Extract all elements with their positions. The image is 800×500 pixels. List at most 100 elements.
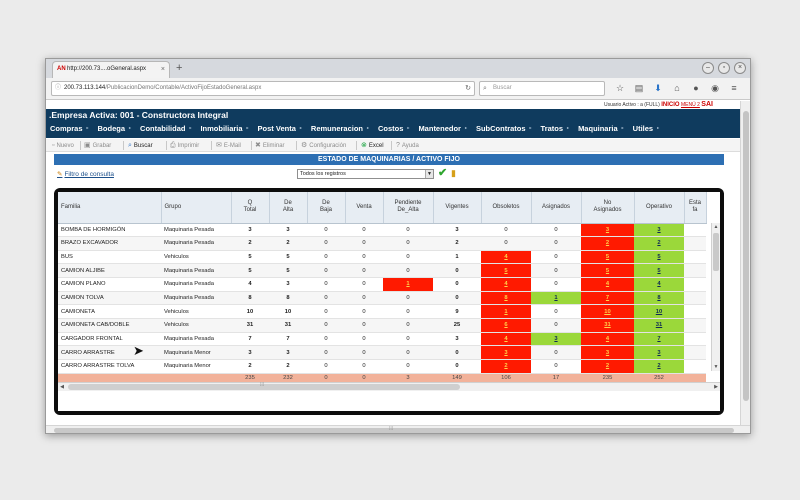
cell-link[interactable]: 3 <box>504 349 508 356</box>
home-icon[interactable]: ⌂ <box>674 83 680 93</box>
cell-link[interactable]: 3 <box>605 349 610 356</box>
table-cell[interactable]: 2 <box>581 236 634 251</box>
table-row[interactable]: BUS Vehiculos 5 5 0 0 0 1 4 0 5 5 <box>58 250 706 265</box>
column-header[interactable]: No Asignados <box>581 192 635 224</box>
table-cell[interactable]: 10 <box>581 304 634 319</box>
column-header[interactable]: Venta <box>345 192 384 224</box>
table-cell[interactable]: 7 <box>581 291 634 306</box>
cell-link[interactable]: 2 <box>504 363 508 370</box>
menu-inmobiliaria[interactable]: Inmobiliaria <box>200 124 248 133</box>
site-info-icon[interactable]: ⓘ <box>55 85 62 91</box>
table-row[interactable]: BRAZO EXCAVADOR Maquinaria Pesada 2 2 0 0 0 2 0 0… <box>58 236 706 251</box>
table-cell[interactable]: 4 <box>481 250 531 265</box>
nuevo-button[interactable]: ▫ Nuevo <box>52 139 74 152</box>
menu-mantenedor[interactable]: Mantenedor <box>418 124 466 133</box>
scroll-thumb[interactable] <box>68 384 460 390</box>
page-vertical-scrollbar[interactable] <box>740 101 750 425</box>
cell-link[interactable]: 2 <box>605 363 610 370</box>
column-header[interactable]: Operativo <box>634 192 685 224</box>
cell-link[interactable]: 7 <box>605 295 610 302</box>
menu-post-venta[interactable]: Post Venta <box>258 124 303 133</box>
address-bar[interactable]: ⓘ 200.73.113.144/PublicacionDemo/Contabl… <box>51 81 475 96</box>
menu-utiles[interactable]: Utiles <box>633 124 660 133</box>
excel-button[interactable]: ⊗ Excel <box>361 139 384 152</box>
cell-link[interactable]: 2 <box>605 240 610 247</box>
configuracion-button[interactable]: ⚙ Configuración <box>301 139 346 152</box>
table-cell[interactable]: 4 <box>481 332 531 347</box>
table-cell[interactable]: 31 <box>634 318 684 333</box>
grid-vertical-scrollbar[interactable]: ▲ ▼ <box>711 223 720 371</box>
table-cell[interactable]: 1 <box>481 304 531 319</box>
cell-link[interactable]: 4 <box>605 335 610 342</box>
column-header[interactable]: Vigentes <box>433 192 482 224</box>
table-cell[interactable]: 3 <box>634 345 684 360</box>
scroll-thumb[interactable] <box>713 233 719 271</box>
table-cell[interactable]: 10 <box>634 304 684 319</box>
cell-link[interactable]: 3 <box>657 349 661 356</box>
table-row[interactable]: CARRO ARRASTRE TOLVA Maquinaria Menor 2 2 0 0… <box>58 359 706 374</box>
cell-link[interactable]: 31 <box>604 322 611 329</box>
cell-link[interactable]: 7 <box>657 335 661 342</box>
table-cell[interactable]: 2 <box>634 236 684 251</box>
table-cell[interactable]: 3 <box>481 345 531 360</box>
cell-link[interactable]: 4 <box>657 281 661 288</box>
page-horizontal-scrollbar[interactable]: ⁞⁞⁞ <box>46 425 750 433</box>
scroll-thumb[interactable] <box>54 428 734 433</box>
cell-link[interactable]: 1 <box>406 281 410 288</box>
table-cell[interactable]: 3 <box>531 332 581 347</box>
pocket-icon[interactable]: ◉ <box>711 83 719 93</box>
table-cell[interactable]: 3 <box>581 345 634 360</box>
grid-horizontal-scrollbar[interactable]: ◀ ⁞⁞⁞ ▶ <box>58 382 720 391</box>
table-cell[interactable]: 2 <box>581 359 634 374</box>
cell-link[interactable]: 31 <box>655 322 663 329</box>
column-header[interactable]: Q Total <box>231 192 270 224</box>
cell-link[interactable]: 5 <box>504 267 508 274</box>
column-header[interactable]: Pendiente De_Alta <box>383 192 434 224</box>
clipboard-icon[interactable]: ▤ <box>634 83 644 93</box>
eliminar-button[interactable]: ✖ Eliminar <box>255 139 285 152</box>
table-cell[interactable]: 4 <box>634 277 684 292</box>
table-cell[interactable]: 2 <box>634 359 684 374</box>
bar-chart-icon[interactable]: ▮ <box>451 168 456 178</box>
download-icon[interactable]: ⬇ <box>654 83 662 93</box>
column-header[interactable]: Familia <box>58 192 162 224</box>
filtro-consulta-link[interactable]: ✎ Filtro de consulta <box>57 170 114 178</box>
table-cell[interactable]: 5 <box>481 263 531 279</box>
chat-icon[interactable]: ● <box>693 83 699 93</box>
cell-link[interactable]: 5 <box>605 254 610 261</box>
menu-costos[interactable]: Costos <box>378 124 410 133</box>
scroll-right-icon[interactable]: ▶ <box>714 384 718 390</box>
cell-link[interactable]: 3 <box>554 335 558 342</box>
table-cell[interactable]: 1 <box>383 277 433 292</box>
buscar-button[interactable]: ⌕ Buscar <box>128 139 153 152</box>
table-cell[interactable]: 4 <box>581 277 634 292</box>
menu-icon[interactable]: ≡ <box>731 83 737 93</box>
menu-remuneracion[interactable]: Remuneracion <box>311 124 369 133</box>
inicio-link[interactable]: INICIO <box>661 102 680 108</box>
table-row[interactable]: BOMBA DE HORMIGÓN Maquinaria Pesada 3 3 0 0 0 3… <box>58 223 706 238</box>
cell-link[interactable]: 10 <box>604 308 611 315</box>
table-cell[interactable]: 3 <box>634 223 684 238</box>
grabar-button[interactable]: ▣ Grabar <box>84 139 111 152</box>
table-row[interactable]: CAMIONETA CAB/DOBLE Vehiculos 31 31 0 0 0 25 6 0 3… <box>58 318 706 333</box>
column-header[interactable]: De Alta <box>269 192 308 224</box>
table-row[interactable]: CAMION TOLVA Maquinaria Pesada 8 8 0 0 0 0 8 1 7 8 <box>58 291 706 306</box>
reload-icon[interactable]: ↻ <box>465 85 471 92</box>
new-tab-button[interactable]: + <box>176 62 183 74</box>
table-row[interactable]: CAMION ALJIBE Maquinaria Pesada 5 5 0 0 0 0 5 0 5 5 <box>58 263 706 279</box>
menu-link[interactable]: MENÚ 2 <box>680 102 700 108</box>
menu-tratos[interactable]: Tratos <box>541 124 569 133</box>
column-header[interactable]: Obsoletos <box>481 192 532 224</box>
menu-bodega[interactable]: Bodega <box>98 124 131 133</box>
cell-link[interactable]: 1 <box>504 308 508 315</box>
cell-link[interactable]: 6 <box>504 322 508 329</box>
table-cell[interactable]: 3 <box>581 223 634 238</box>
scroll-thumb[interactable] <box>743 111 749 401</box>
cell-link[interactable]: 5 <box>657 267 661 274</box>
cell-link[interactable]: 8 <box>657 295 661 302</box>
table-row[interactable]: CAMIONETA Vehiculos 10 10 0 0 0 9 1 0 10 10 <box>58 304 706 319</box>
cell-link[interactable]: 3 <box>605 226 610 233</box>
table-row[interactable]: CARRO ARRASTRE Maquinaria Menor 3 3 0 0 0 0 3 0 3 3 <box>58 345 706 360</box>
scroll-down-icon[interactable]: ▼ <box>713 364 719 370</box>
cell-link[interactable]: 5 <box>657 254 661 261</box>
